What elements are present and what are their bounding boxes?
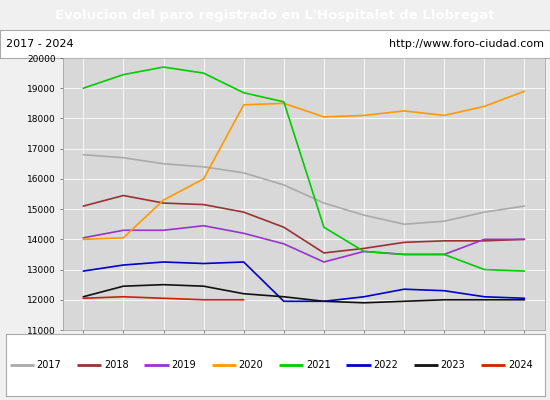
Text: 2019: 2019 <box>171 360 196 370</box>
Text: 2022: 2022 <box>373 360 398 370</box>
Text: 2017 - 2024: 2017 - 2024 <box>6 39 73 49</box>
Text: 2017: 2017 <box>36 360 61 370</box>
Text: http://www.foro-ciudad.com: http://www.foro-ciudad.com <box>389 39 544 49</box>
Text: 2021: 2021 <box>306 360 331 370</box>
Text: Evolucion del paro registrado en L'Hospitalet de Llobregat: Evolucion del paro registrado en L'Hospi… <box>55 8 495 22</box>
Text: 2020: 2020 <box>239 360 263 370</box>
Text: 2023: 2023 <box>441 360 465 370</box>
Text: 2018: 2018 <box>104 360 129 370</box>
Text: 2024: 2024 <box>508 360 533 370</box>
